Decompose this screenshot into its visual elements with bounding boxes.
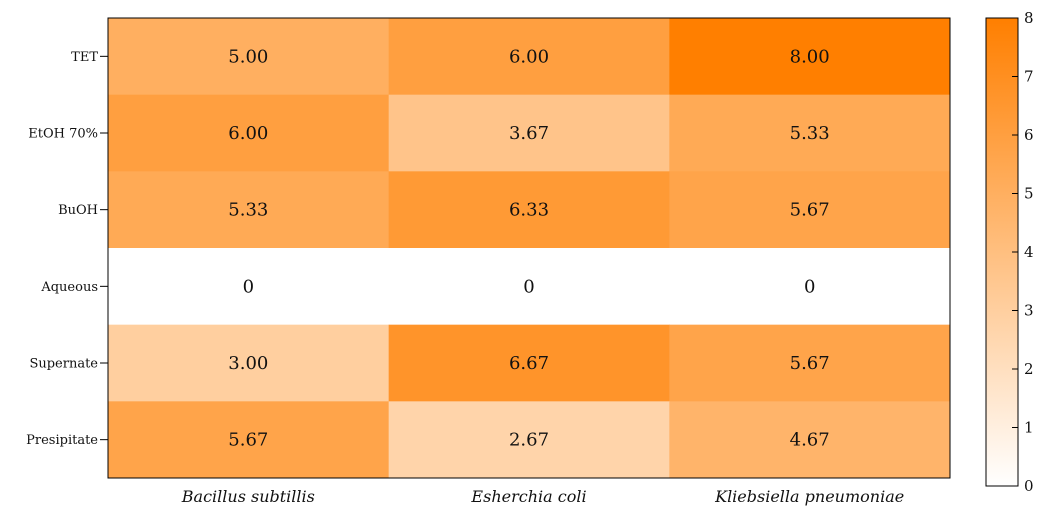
- heatmap-cell-5-0: [108, 401, 390, 479]
- cell-value-label: 5.67: [790, 353, 830, 374]
- plot-frame: [107, 17, 951, 479]
- cell-value-label: 8.00: [790, 46, 830, 67]
- heatmap-cell-5-2: [669, 401, 951, 479]
- heatmap-cell-1-2: [669, 94, 951, 172]
- row-label: Presipitate: [26, 433, 98, 448]
- heatmap-cell-0-1: [388, 18, 670, 96]
- cell-value-label: 0: [523, 276, 534, 297]
- heatmap-cell-2-1: [388, 171, 670, 249]
- heatmap-cell-1-1: [388, 94, 670, 172]
- colorbar-tick-label: 4: [1024, 243, 1034, 261]
- cell-value-label: 6.33: [509, 200, 549, 221]
- colorbar-tick-label: 7: [1024, 68, 1034, 86]
- row-label: EtOH 70%: [28, 127, 98, 142]
- heatmap-cell-1-0: [108, 94, 390, 172]
- cell-value-label: 6.67: [509, 353, 549, 374]
- heatmap-cell-5-1: [388, 401, 670, 479]
- colorbar-tick-label: 8: [1024, 9, 1034, 27]
- column-labels: Bacillus subtillis Esherchia coli Kliebsie…: [181, 487, 904, 506]
- cell-value-label: 6.00: [509, 46, 549, 67]
- heatmap-cell-3-2: [669, 248, 951, 326]
- cell-value-label: 5.33: [228, 200, 268, 221]
- row-label: Supernate: [29, 357, 98, 372]
- colorbar: 0 1 2 3 4 5 6 7 8: [985, 9, 1034, 495]
- heatmap-cell-4-0: [108, 324, 390, 402]
- cell-value-label: 3.67: [509, 123, 549, 144]
- cell-value-label: 5.67: [228, 430, 268, 451]
- colorbar-tick-label: 1: [1024, 419, 1034, 437]
- colorbar-tick-label: 6: [1024, 126, 1034, 144]
- cell-value-label: 3.00: [228, 353, 268, 374]
- colorbar-tick-label: 5: [1024, 185, 1034, 203]
- heatmap-cell-4-1: [388, 324, 670, 402]
- column-label: Bacillus subtillis: [181, 487, 315, 506]
- column-label: Esherchia coli: [470, 487, 586, 506]
- row-label: Aqueous: [40, 280, 98, 295]
- row-labels: TET EtOH 70% BuOH Aqueous Supernate Presipita…: [26, 50, 108, 448]
- heatmap-cell-4-2: [669, 324, 951, 402]
- cell-value-label: 4.67: [790, 430, 830, 451]
- heatmap-cells: 5.00 6.00 8.00 6.00 3.67 5.33 5.33 6.33 5.67 0 0 0 3…: [107, 17, 951, 479]
- heatmap-cell-3-1: [388, 248, 670, 326]
- cell-value-label: 0: [804, 276, 815, 297]
- colorbar-tick-label: 3: [1024, 302, 1034, 320]
- cell-value-label: 5.00: [228, 46, 268, 67]
- cell-value-label: 0: [243, 276, 254, 297]
- colorbar-tick-label: 0: [1024, 477, 1034, 495]
- cell-value-label: 2.67: [509, 430, 549, 451]
- column-label: Kliebsiella pneumoniae: [714, 487, 904, 506]
- heatmap-cell-2-0: [108, 171, 390, 249]
- heatmap-cell-0-0: [108, 18, 390, 96]
- row-label: BuOH: [58, 203, 98, 218]
- heatmap-cell-0-2: [669, 18, 951, 96]
- heatmap-cell-2-2: [669, 171, 951, 249]
- heatmap-cell-3-0: [108, 248, 390, 326]
- row-label: TET: [71, 50, 98, 65]
- colorbar-tick-label: 2: [1024, 360, 1034, 378]
- cell-value-label: 6.00: [228, 123, 268, 144]
- cell-value-label: 5.67: [790, 200, 830, 221]
- cell-value-label: 5.33: [790, 123, 830, 144]
